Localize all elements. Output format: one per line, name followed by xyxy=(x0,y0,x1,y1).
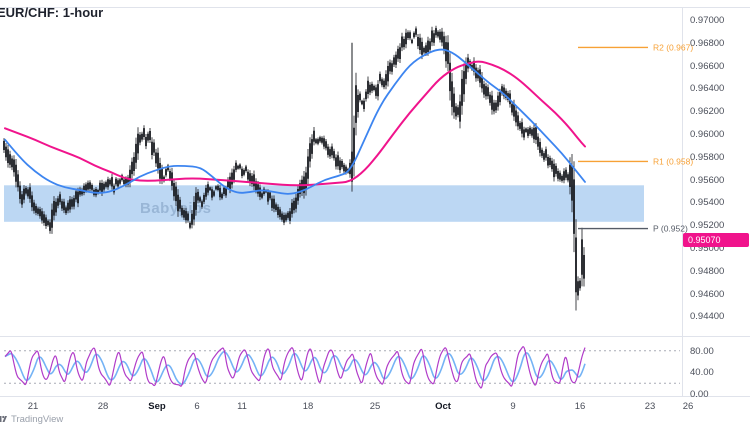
chart-background-layer xyxy=(0,7,750,397)
date-tick-label: 18 xyxy=(302,401,314,412)
price-tick-label: 0.95200 xyxy=(690,220,725,231)
date-tick-label: 11 xyxy=(237,401,247,412)
date-tick-label: 26 xyxy=(682,401,694,412)
price-tick-label: 0.95800 xyxy=(690,152,725,163)
stoch-tick-label: 0.00 xyxy=(690,389,709,400)
date-tick-label: Sep xyxy=(148,401,166,412)
last-price-tag: 0.95070 xyxy=(683,233,749,247)
price-tick-label: 0.96200 xyxy=(690,106,725,117)
stoch-k-line[interactable] xyxy=(4,346,586,389)
price-tick-label: 0.94400 xyxy=(690,311,725,322)
price-tick-label: 0.96400 xyxy=(690,83,725,94)
price-tick-label: 0.95000 xyxy=(690,243,725,254)
chart-title: EUR/CHF: 1-hour xyxy=(0,5,104,20)
date-tick-label: 23 xyxy=(644,401,656,412)
price-tick-label: 0.96600 xyxy=(690,61,725,72)
pivot-label-r1: R1 (0.958) xyxy=(653,156,693,166)
indicators-layer xyxy=(4,48,586,389)
date-tick-label: Oct xyxy=(435,401,451,412)
price-tick-label: 0.94600 xyxy=(690,289,725,300)
tradingview-logo-icon xyxy=(0,415,7,422)
pivot-label-r2: R2 (0.967) xyxy=(653,42,693,52)
pivot-label-p: P (0.952) xyxy=(653,224,688,234)
price-tick-label: 0.95600 xyxy=(690,175,725,186)
date-tick-label: 16 xyxy=(574,401,586,412)
date-tick-label: 28 xyxy=(97,401,109,412)
candles-layer xyxy=(3,25,585,311)
price-tick-label: 0.97000 xyxy=(690,15,725,26)
candle-wicks xyxy=(3,25,585,311)
attribution[interactable]: TradingView xyxy=(0,413,63,425)
price-tick-label: 0.95400 xyxy=(690,197,725,208)
price-tick-label: 0.94800 xyxy=(690,266,725,277)
price-tick-label: 0.96000 xyxy=(690,129,725,140)
annotations-layer: R2 (0.967) R1 (0.958) P (0.952) xyxy=(578,42,693,234)
stoch-tick-label: 40.00 xyxy=(690,367,714,378)
date-tick-label: 21 xyxy=(27,401,39,412)
date-tick-label: 9 xyxy=(510,401,516,412)
attribution-label: TradingView xyxy=(11,413,64,425)
stoch-tick-label: 80.00 xyxy=(690,346,714,357)
date-tick-label: 6 xyxy=(194,401,200,412)
ma-slow-line[interactable] xyxy=(4,60,586,187)
date-tick-label: 25 xyxy=(369,401,381,412)
ma-fast-line[interactable] xyxy=(4,48,586,195)
candle-bodies xyxy=(3,28,585,296)
price-tick-label: 0.96800 xyxy=(690,38,725,49)
